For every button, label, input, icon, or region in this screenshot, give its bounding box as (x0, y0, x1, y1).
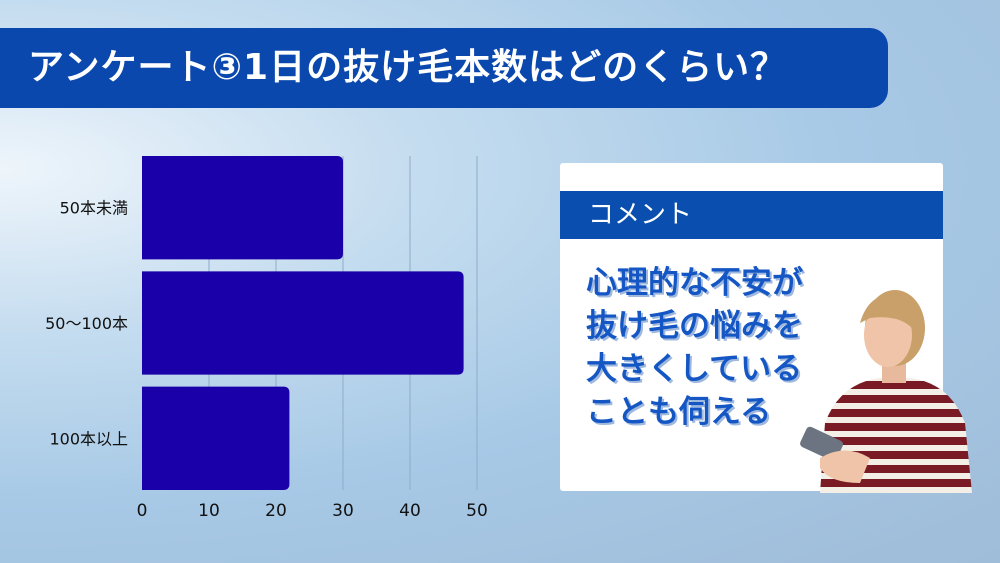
x-tick-label: 30 (332, 501, 354, 521)
x-tick-label: 0 (137, 501, 148, 521)
category-label: 50〜100本 (45, 314, 128, 333)
bar (142, 271, 464, 375)
comment-line: 大きくしている (586, 351, 803, 387)
comment-line: 抜け毛の悩みを (586, 308, 803, 344)
comment-text: 心理的な不安が 抜け毛の悩みを 大きくしている ことも伺える (586, 262, 846, 434)
bar-chart: 0 10 20 30 40 50 50本未満 50〜100本 100本以上 (45, 156, 488, 521)
woman-with-phone-photo (800, 290, 972, 493)
x-tick-label: 10 (198, 501, 220, 521)
category-label: 50本未満 (60, 199, 128, 218)
x-tick-label: 50 (466, 501, 488, 521)
bar (142, 386, 290, 490)
page-title: アンケート③1日の抜け毛本数はどのくらい？ (28, 47, 788, 88)
bar (142, 156, 343, 260)
x-tick-label: 20 (265, 501, 287, 521)
category-label: 100本以上 (49, 429, 128, 448)
comment-line: ことも伺える (586, 394, 772, 430)
comment-heading: コメント (560, 191, 943, 239)
title-banner: アンケート③1日の抜け毛本数はどのくらい？ (0, 28, 888, 108)
x-tick-label: 40 (399, 501, 421, 521)
comment-line: 心理的な不安が (586, 265, 803, 301)
